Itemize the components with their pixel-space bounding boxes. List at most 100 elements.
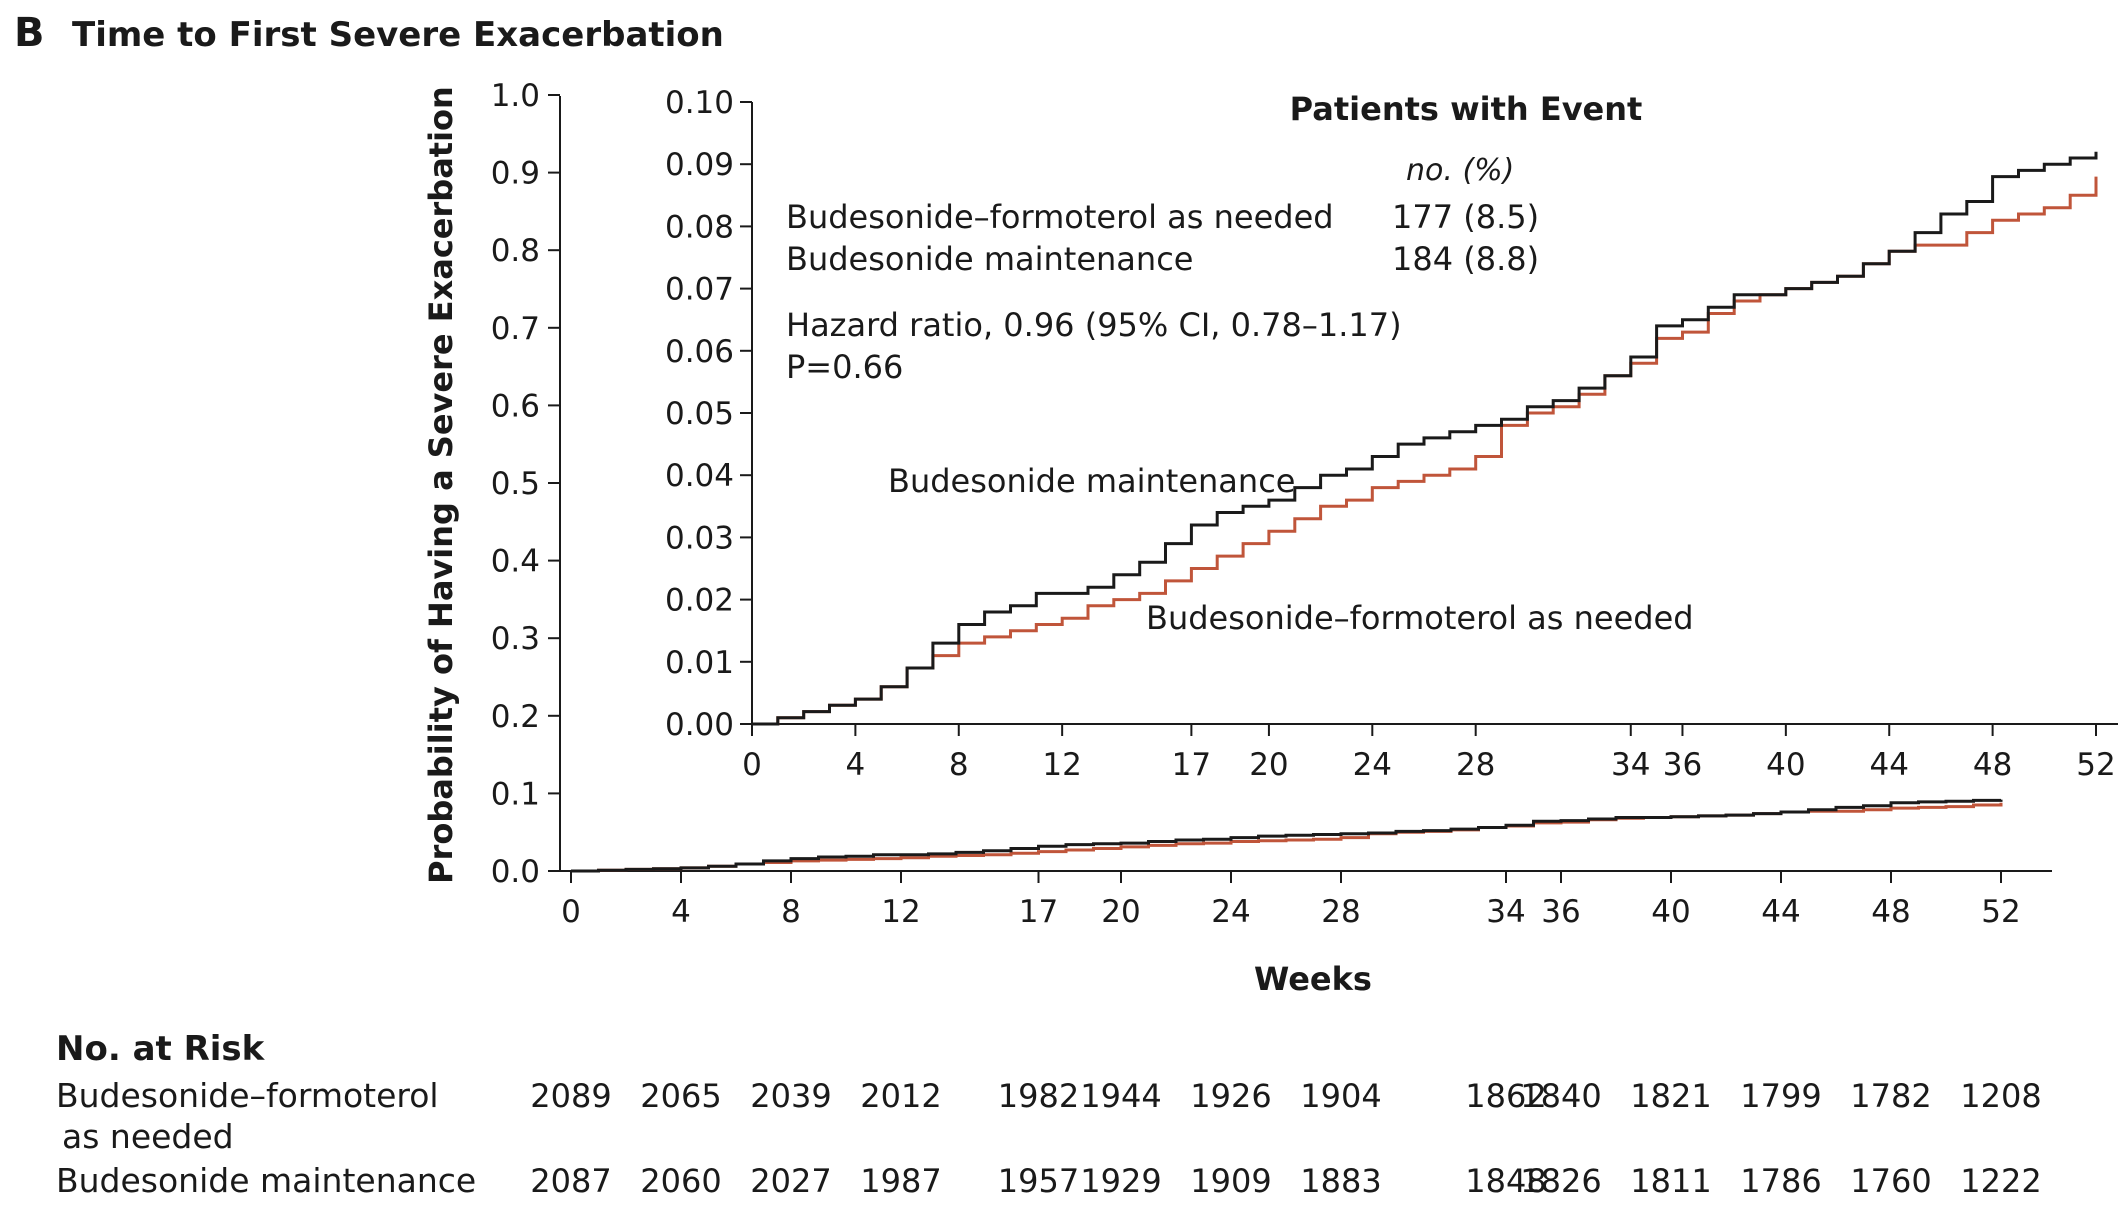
risk-cell: 1929 xyxy=(1080,1162,1161,1200)
risk-row-as-needed-label-line1: Budesonide–formoterol xyxy=(56,1076,439,1115)
panel-letter: B xyxy=(14,10,45,56)
main-x-tick-label: 34 xyxy=(1486,894,1525,930)
inset-y-ticks: 0.00 0.01 0.02 0.03 0.04 0.05 0.06 0.07 0.08 0.09… xyxy=(665,85,752,743)
main-x-tick-label: 36 xyxy=(1541,894,1580,930)
risk-cell: 1782 xyxy=(1850,1077,1931,1115)
risk-cell: 1982 xyxy=(998,1077,1079,1115)
main-x-tick-label: 40 xyxy=(1651,894,1690,930)
risk-cell: 1786 xyxy=(1740,1162,1821,1200)
main-y-tick-label: 0.5 xyxy=(491,466,540,502)
inset-x-tick-label: 24 xyxy=(1353,747,1392,783)
inset-y-tick-label: 0.02 xyxy=(665,583,734,619)
risk-cell: 2060 xyxy=(640,1162,721,1200)
curve-label-as-needed: Budesonide–formoterol as needed xyxy=(1146,599,1694,637)
curve-label-maintenance: Budesonide maintenance xyxy=(888,462,1295,500)
main-curves xyxy=(571,798,2003,873)
main-y-tick-label: 0.4 xyxy=(491,544,540,580)
main-x-tick-label: 8 xyxy=(781,894,801,930)
inset-curves xyxy=(752,151,2098,726)
p-value-annotation: P=0.66 xyxy=(786,348,903,386)
main-y-tick-label: 1.0 xyxy=(491,78,540,114)
risk-row-as-needed-label-line2: as needed xyxy=(62,1117,234,1156)
risk-cell: 1909 xyxy=(1190,1162,1271,1200)
main-x-tick-label: 52 xyxy=(1981,894,2020,930)
main-x-tick-label: 24 xyxy=(1211,894,1250,930)
main-y-tick-label: 0.0 xyxy=(491,854,540,890)
main-x-tick-label: 0 xyxy=(561,894,581,930)
main-y-tick-label: 0.1 xyxy=(491,776,540,812)
inset-x-ticks: 0 4 8 12 17 20 24 28 34 36 40 44 48 52 xyxy=(742,724,2116,783)
legend-row-as-needed-value: 177 (8.5) xyxy=(1392,198,1539,236)
risk-cell: 2065 xyxy=(640,1077,721,1115)
main-x-tick-label: 17 xyxy=(1019,894,1058,930)
risk-cell: 1811 xyxy=(1630,1162,1711,1200)
legend-header: Patients with Event xyxy=(1290,90,1643,128)
risk-cell: 2039 xyxy=(750,1077,831,1115)
risk-cell: 1799 xyxy=(1740,1077,1821,1115)
risk-cell: 2012 xyxy=(860,1077,941,1115)
inset-x-tick-label: 34 xyxy=(1611,747,1650,783)
risk-cell: 2027 xyxy=(750,1162,831,1200)
main-curve-maintenance xyxy=(571,798,2003,873)
main-x-ticks: 0 4 8 12 17 20 24 28 34 36 40 44 48 52 xyxy=(561,871,2021,930)
inset-x-tick-label: 20 xyxy=(1249,747,1288,783)
main-x-tick-label: 20 xyxy=(1101,894,1140,930)
inset-x-tick-label: 28 xyxy=(1456,747,1495,783)
inset-y-tick-label: 0.06 xyxy=(665,334,734,370)
legend-row-maintenance-value: 184 (8.8) xyxy=(1392,240,1539,278)
risk-cell: 2089 xyxy=(530,1077,611,1115)
inset-x-tick-label: 17 xyxy=(1172,747,1211,783)
inset-x-tick-label: 8 xyxy=(949,747,969,783)
main-y-tick-label: 0.9 xyxy=(491,156,540,192)
risk-cell: 1944 xyxy=(1080,1077,1161,1115)
main-y-tick-label: 0.8 xyxy=(491,233,540,269)
risk-cell: 1904 xyxy=(1300,1077,1381,1115)
inset-x-tick-label: 0 xyxy=(742,747,762,783)
risk-cell: 2087 xyxy=(530,1162,611,1200)
risk-cell: 1826 xyxy=(1520,1162,1601,1200)
risk-cell: 1222 xyxy=(1960,1162,2041,1200)
legend-row-maintenance-label: Budesonide maintenance xyxy=(786,240,1193,278)
inset-x-tick-label: 48 xyxy=(1973,747,2012,783)
risk-table: No. at Risk Budesonide–formoterol as nee… xyxy=(56,1029,2042,1200)
risk-cell: 1957 xyxy=(998,1162,1079,1200)
main-y-tick-label: 0.2 xyxy=(491,699,540,735)
inset-y-tick-label: 0.10 xyxy=(665,85,734,121)
inset-y-tick-label: 0.07 xyxy=(665,272,734,308)
inset-curve-maintenance xyxy=(752,151,2098,726)
x-axis-title: Weeks xyxy=(1254,960,1372,998)
figure-title: Time to First Severe Exacerbation xyxy=(72,15,724,55)
risk-cell: 1883 xyxy=(1300,1162,1381,1200)
main-x-tick-label: 12 xyxy=(881,894,920,930)
hazard-ratio-annotation: Hazard ratio, 0.96 (95% CI, 0.78–1.17) xyxy=(786,306,1402,344)
legend-subheader: no. (%) xyxy=(1406,153,1514,188)
inset-y-tick-label: 0.01 xyxy=(665,645,734,681)
inset-y-tick-label: 0.05 xyxy=(665,396,734,432)
inset-background xyxy=(752,102,2118,724)
main-x-tick-label: 44 xyxy=(1761,894,1800,930)
inset-y-tick-label: 0.03 xyxy=(665,520,734,556)
inset-x-tick-label: 36 xyxy=(1663,747,1702,783)
risk-cell: 1821 xyxy=(1630,1077,1711,1115)
main-x-tick-label: 4 xyxy=(671,894,691,930)
main-y-ticks: 0.0 0.1 0.2 0.3 0.4 0.5 0.6 0.7 0.8 0.9 1.0 xyxy=(491,78,560,890)
risk-table-values: 2089 2065 2039 2012 1982 1944 1926 1904 18621840… xyxy=(530,1077,2041,1200)
inset-y-tick-label: 0.00 xyxy=(665,707,734,743)
inset-y-tick-label: 0.08 xyxy=(665,209,734,245)
inset-y-tick-label: 0.04 xyxy=(665,458,734,494)
main-x-tick-label: 48 xyxy=(1871,894,1910,930)
inset-x-tick-label: 12 xyxy=(1042,747,1081,783)
inset-x-tick-label: 4 xyxy=(846,747,866,783)
y-axis-title: Probability of Having a Severe Exacerbat… xyxy=(422,86,460,884)
risk-cell: 1926 xyxy=(1190,1077,1271,1115)
risk-table-title: No. at Risk xyxy=(56,1029,266,1069)
main-y-tick-label: 0.6 xyxy=(491,388,540,424)
risk-cell: 1862 xyxy=(1465,1077,1546,1115)
main-y-tick-label: 0.7 xyxy=(491,311,540,347)
legend-row-as-needed-label: Budesonide–formoterol as needed xyxy=(786,198,1334,236)
risk-cell: 1760 xyxy=(1850,1162,1931,1200)
inset-y-tick-label: 0.09 xyxy=(665,147,734,183)
risk-row-maintenance-label: Budesonide maintenance xyxy=(56,1161,476,1200)
main-y-tick-label: 0.3 xyxy=(491,621,540,657)
